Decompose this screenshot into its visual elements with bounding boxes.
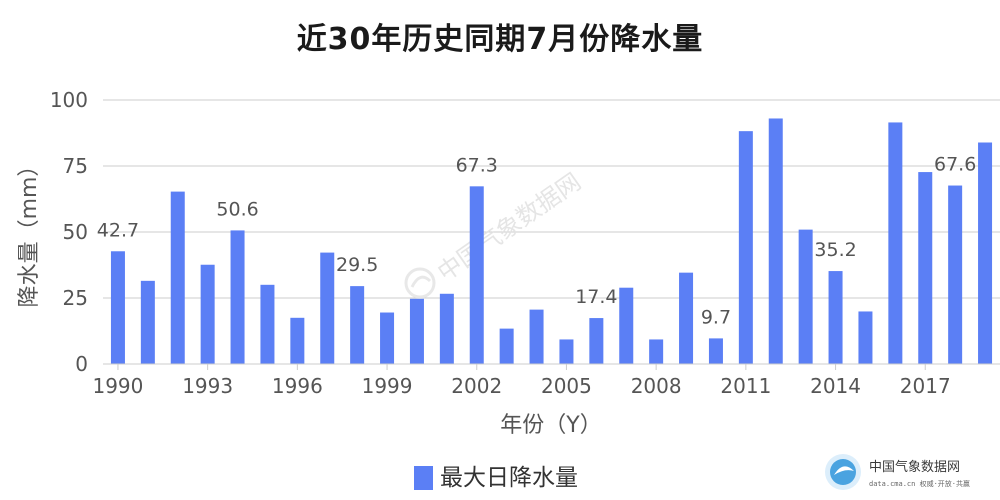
legend: 最大日降水量 (414, 465, 578, 491)
bar-1997 (320, 252, 335, 364)
x-tick-label: 1990 (92, 374, 143, 398)
y-tick-label: 100 (50, 88, 88, 112)
bar-2004 (529, 309, 544, 364)
bar-2013 (798, 229, 813, 364)
data-label: 50.6 (216, 198, 258, 220)
bar-1995 (260, 284, 275, 364)
bar-1998 (350, 286, 365, 364)
bar-1991 (140, 280, 155, 364)
bar-2012 (768, 118, 783, 364)
bar-2017 (918, 172, 933, 364)
bar-2011 (738, 131, 753, 364)
bar-2005 (559, 339, 574, 364)
legend-label: 最大日降水量 (440, 465, 578, 491)
bar-2014 (828, 271, 843, 364)
data-label: 29.5 (336, 254, 378, 276)
y-axis-label: 降水量（mm） (17, 155, 42, 308)
data-label: 9.7 (701, 306, 731, 328)
data-labels: 42.7 50.6 29.5 67.3 17.4 9.7 35.2 67.6 (97, 154, 977, 329)
bar-2001 (439, 293, 454, 364)
bar-2018 (948, 185, 963, 364)
cma-logo-icon (825, 454, 861, 490)
y-tick-label: 50 (63, 220, 88, 244)
bar-1996 (290, 317, 305, 364)
bar-2008 (649, 339, 664, 364)
x-tick-label: 2005 (541, 374, 592, 398)
bar-1993 (200, 264, 215, 364)
x-axis-label: 年份（Y） (500, 413, 601, 438)
legend-swatch (414, 466, 433, 490)
watermark-text: 中国气象数据网 (432, 168, 586, 287)
bar-2003 (499, 328, 514, 364)
bar-1992 (170, 191, 185, 364)
brand-sub: data.cma.cn 权威·开放·共赢 (869, 479, 970, 488)
x-tick-label: 1993 (182, 374, 233, 398)
data-label: 67.3 (456, 154, 498, 176)
data-label: 35.2 (814, 239, 856, 261)
bar-1999 (380, 312, 395, 364)
x-tick-label: 2011 (720, 374, 771, 398)
bar-1994 (230, 230, 245, 364)
bar-2007 (619, 287, 634, 364)
brand-name: 中国气象数据网 (869, 459, 960, 475)
grid-lines (103, 99, 1000, 299)
y-tick-label: 25 (63, 286, 88, 310)
bar-2010 (708, 338, 723, 364)
bar-2006 (589, 318, 604, 364)
x-axis-ticks: 1990 1993 1996 1999 2002 2005 2008 2011 2014 2017 (92, 364, 951, 398)
bars (110, 118, 993, 364)
x-tick-label: 2008 (631, 374, 682, 398)
x-tick-label: 2014 (810, 374, 861, 398)
bar-1990 (110, 251, 125, 364)
watermark-logo-icon (404, 267, 436, 299)
bar-2000 (409, 298, 424, 364)
x-tick-label: 1996 (272, 374, 323, 398)
y-axis-ticks: 0 25 50 75 100 (50, 88, 88, 376)
bar-2009 (679, 272, 694, 364)
x-tick-label: 1999 (362, 374, 413, 398)
chart-title: 近30年历史同期7月份降水量 (296, 22, 704, 57)
x-tick-label: 2002 (451, 374, 502, 398)
bar-2016 (888, 122, 903, 364)
bar-2015 (858, 311, 873, 364)
brand-logo: 中国气象数据网 data.cma.cn 权威·开放·共赢 (825, 454, 970, 490)
y-tick-label: 75 (63, 154, 88, 178)
x-tick-label: 2017 (900, 374, 951, 398)
data-label: 17.4 (575, 286, 617, 308)
data-label: 67.6 (934, 154, 976, 176)
bar-2002 (469, 186, 484, 364)
y-tick-label: 0 (75, 352, 88, 376)
bar-2019 (978, 142, 993, 364)
data-label: 42.7 (97, 219, 139, 241)
